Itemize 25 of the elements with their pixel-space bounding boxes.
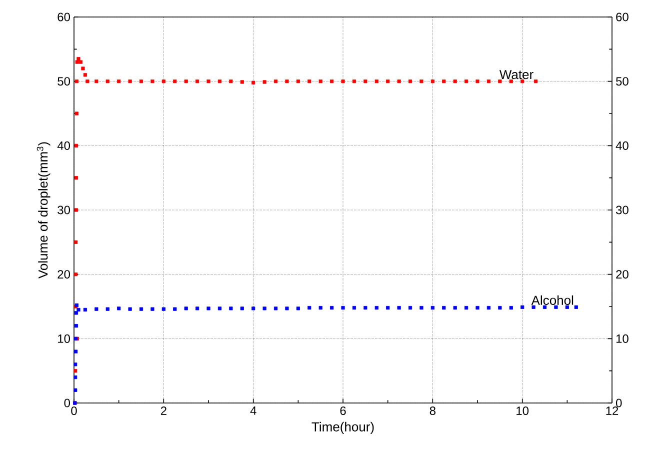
y-tick-label: 20 [58, 270, 70, 279]
y2-tick-label: 0 [616, 398, 622, 408]
y-tick-label: 50 [58, 77, 70, 86]
y2-tick-label: 50 [616, 77, 628, 86]
y2-tick-label: 40 [616, 141, 628, 150]
y2-tick-label: 10 [616, 334, 628, 343]
y-tick-label: 40 [57, 141, 70, 150]
series-label: Water [499, 70, 534, 80]
x-tick-label: 4 [250, 406, 256, 415]
y-tick-label: 60 [58, 12, 70, 22]
x-tick-label: 8 [430, 406, 436, 416]
y-axis-title: Volume of droplet(mm$^{3}$) [36, 142, 50, 278]
x-tick-label: 0 [71, 406, 77, 416]
x-axis-title: Time(hour) [312, 422, 374, 434]
series-label: Alcohol [531, 295, 574, 305]
y-tick-label: 10 [58, 334, 70, 343]
y-tick-label: 0 [64, 398, 70, 408]
x-tick-label: 10 [516, 406, 529, 416]
y2-tick-label: 60 [616, 12, 628, 22]
y2-tick-label: 20 [616, 270, 628, 279]
y2-tick-label: 30 [616, 206, 628, 214]
x-tick-label: 6 [340, 406, 346, 416]
y-tick-label: 30 [58, 206, 70, 214]
x-tick-label: 12 [606, 406, 618, 415]
x-tick-label: 2 [160, 406, 166, 415]
